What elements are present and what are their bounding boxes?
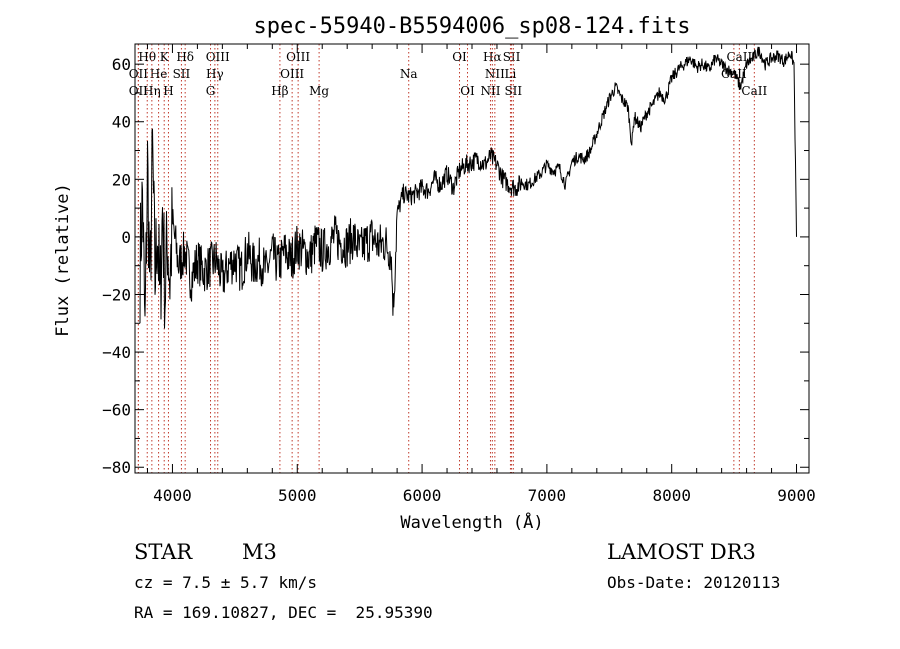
x-axis: 4000 5000 6000 7000 8000 9000 (146, 44, 816, 505)
spectral-line-label: SII (504, 84, 522, 98)
y-tick-label: 0 (121, 228, 131, 247)
y-tick-label: −20 (102, 285, 131, 304)
spectral-line-label: Hθ (138, 50, 156, 64)
y-tick-label: 60 (112, 55, 131, 74)
spectral-line-label: OI (452, 50, 467, 64)
spectral-line-label: NII (485, 67, 505, 81)
chart-title: spec-55940-B5594006_sp08-124.fits (253, 14, 690, 39)
y-axis-label: Flux (relative) (53, 183, 73, 337)
spectral-line-label: SII (503, 50, 521, 64)
spectral-line-label: SII (173, 67, 191, 81)
spectral-line-label: OIII (286, 50, 310, 64)
x-tick-label: 5000 (278, 486, 317, 505)
spectral-line-label: OIII (206, 50, 230, 64)
object-subclass: M3 (242, 540, 277, 564)
x-tick-label: 4000 (153, 486, 192, 505)
spectral-line-label: Hγ (206, 67, 224, 81)
spectral-line-label: Hα (483, 50, 502, 64)
y-tick-label: 40 (112, 113, 131, 132)
flux-line (139, 46, 797, 329)
spectral-line-label: H (163, 84, 173, 98)
y-tick-label: −60 (102, 401, 131, 420)
flux-series (139, 46, 797, 329)
spectral-line-label: Hη (143, 84, 161, 98)
y-tick-label: 20 (112, 170, 131, 189)
obs-date: Obs-Date: 20120113 (607, 573, 781, 592)
y-tick-label: −40 (102, 343, 131, 362)
spectral-line-label: G (206, 84, 216, 98)
spectral-line-label: Mg (309, 84, 329, 98)
ra-dec: RA = 169.10827, DEC = 25.95390 (134, 603, 433, 622)
x-tick-label: 6000 (403, 486, 442, 505)
spectral-line-label: CaII (726, 50, 752, 64)
x-tick-label: 8000 (652, 486, 691, 505)
spectral-line-label: OII (129, 67, 149, 81)
survey-name: LAMOST DR3 (607, 540, 756, 564)
spectral-line-label: Hδ (176, 50, 194, 64)
y-axis: −80 −60 −40 −20 0 20 40 60 (102, 55, 809, 477)
spectral-line-label: Li (505, 67, 517, 81)
spectral-line-label: CaII (741, 84, 767, 98)
x-tick-label: 7000 (528, 486, 567, 505)
spectral-line-label: K (160, 50, 170, 64)
spectral-line-label: NII (480, 84, 500, 98)
spectral-line-label: OIII (280, 67, 304, 81)
spectral-line-label: Na (400, 67, 418, 81)
x-axis-label: Wavelength (Å) (400, 511, 543, 533)
cz-value: cz = 7.5 ± 5.7 km/s (134, 573, 318, 592)
plot-frame (134, 43, 810, 474)
spectral-line-label: OI (460, 84, 475, 98)
object-class: STAR (134, 540, 193, 564)
spectral-line-label: Hβ (271, 84, 288, 98)
spectral-line-label: He (150, 67, 168, 81)
y-tick-label: −80 (102, 458, 131, 477)
spectral-line-label: OII (129, 84, 149, 98)
x-tick-label: 9000 (777, 486, 816, 505)
